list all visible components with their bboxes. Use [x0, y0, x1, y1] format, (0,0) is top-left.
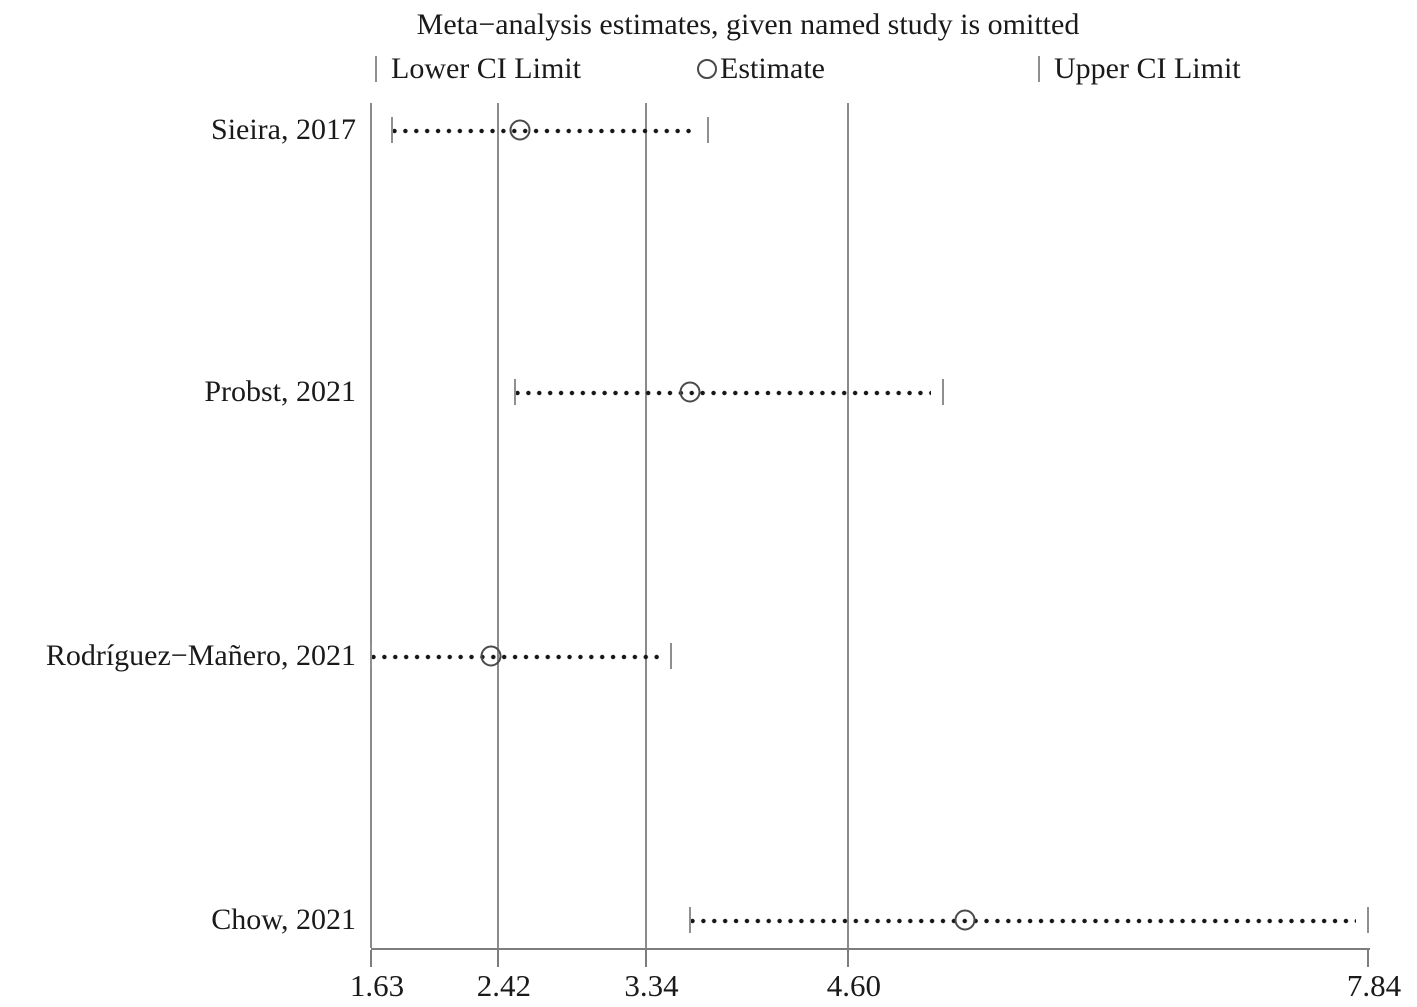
ci-dotted-line: [515, 390, 931, 395]
lower-ci-tick: [514, 379, 517, 405]
upper-ci-tick-icon: [1038, 56, 1040, 82]
gridline: [644, 103, 647, 948]
upper-ci-tick: [707, 117, 710, 143]
estimate-marker: [679, 381, 701, 403]
x-axis-tick-label: 3.34: [624, 968, 679, 1003]
legend-estimate-label: Estimate: [720, 52, 825, 85]
x-axis-tick: [1367, 950, 1369, 967]
x-axis-line: [371, 948, 1370, 950]
ci-dotted-line: [391, 128, 697, 133]
lower-ci-tick: [370, 643, 372, 669]
legend-upper-ci: Upper CI Limit: [1038, 52, 1241, 85]
gridline: [370, 103, 372, 948]
legend-upper-ci-label: Upper CI Limit: [1054, 52, 1241, 85]
legend-estimate: Estimate: [697, 52, 825, 85]
estimate-circle-icon: [697, 59, 717, 79]
x-axis-tick-label: 2.42: [476, 968, 531, 1003]
x-axis-tick: [496, 950, 499, 967]
legend-lower-ci-label: Lower CI Limit: [391, 52, 581, 85]
ci-dotted-line: [371, 654, 660, 659]
study-label: Probst, 2021: [204, 375, 356, 408]
study-label: Chow, 2021: [211, 903, 356, 936]
x-axis-tick: [846, 950, 849, 967]
estimate-marker: [509, 119, 531, 141]
gridline: [846, 103, 849, 948]
lower-ci-tick-icon: [375, 56, 377, 82]
upper-ci-tick: [941, 379, 944, 405]
gridline: [496, 103, 499, 948]
lower-ci-tick: [390, 117, 393, 143]
x-axis-tick: [644, 950, 647, 967]
x-axis-tick-label: 1.63: [349, 968, 405, 1003]
x-axis-tick-label: 7.84: [1346, 968, 1402, 1003]
x-axis-tick-label: 4.60: [826, 968, 881, 1003]
ci-dotted-line: [690, 918, 1356, 923]
study-label: Rodríguez−Mañero, 2021: [45, 639, 356, 672]
study-label: Sieira, 2017: [211, 113, 356, 146]
estimate-marker: [954, 909, 976, 931]
upper-ci-tick: [1367, 907, 1369, 933]
chart-title: Meta−analysis estimates, given named stu…: [416, 8, 1080, 41]
legend-lower-ci: Lower CI Limit: [375, 52, 581, 85]
upper-ci-tick: [670, 643, 673, 669]
lower-ci-tick: [689, 907, 692, 933]
x-axis-tick: [370, 950, 372, 967]
estimate-marker: [480, 645, 502, 667]
